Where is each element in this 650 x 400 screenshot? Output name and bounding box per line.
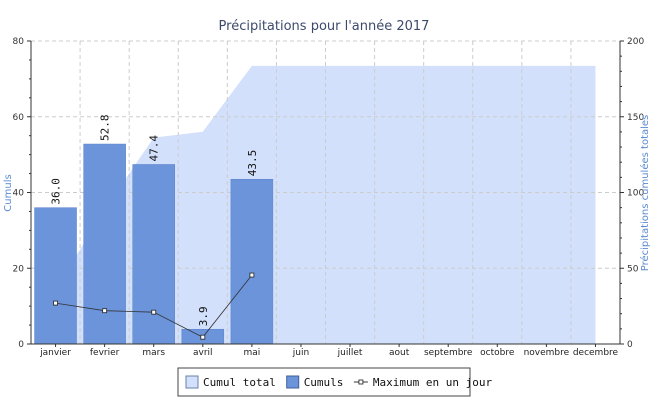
x-tick-label-juillet: juillet — [337, 348, 363, 358]
right-tick-label: 50 — [627, 264, 639, 274]
x-tick-label-novembre: novembre — [524, 348, 570, 358]
x-tick-label-juin: juin — [292, 348, 309, 358]
right-axis-label: Précipitations cumulées totales — [639, 115, 650, 272]
legend-marker-maximum — [358, 379, 364, 385]
legend-swatch-cumuls — [286, 375, 300, 389]
bar-mai — [230, 178, 274, 345]
left-tick-label: 0 — [18, 340, 24, 350]
x-tick-label-mai: mai — [243, 348, 260, 358]
line-point-marker — [53, 300, 58, 306]
legend: Cumul total Cumuls Maximum en un jour — [177, 367, 493, 397]
bar-fevrier — [83, 143, 126, 345]
bar-value-label: 47.4 — [148, 135, 161, 162]
left-tick-label: 20 — [13, 264, 25, 274]
x-tick-label-mars: mars — [142, 348, 165, 358]
x-tick-label-avril: avril — [193, 348, 213, 358]
legend-label-cumul-total: Cumul total — [203, 376, 276, 389]
bar-value-label: 3.9 — [197, 306, 210, 326]
legend-label-cumuls: Cumuls — [304, 376, 344, 389]
right-tick-label: 150 — [627, 113, 644, 123]
line-point-marker — [200, 334, 206, 340]
right-tick-label: 0 — [627, 340, 633, 350]
bar-value-label: 36.0 — [50, 178, 63, 205]
plot-area: 36.0 52.8 47.4 3.9 43.5 0 20 40 60 80 0 50 100 150 200… — [13, 37, 645, 358]
line-point-marker — [102, 308, 108, 314]
x-tick-label-aout: aout — [389, 348, 410, 358]
x-tick-label-janvier: janvier — [39, 348, 71, 358]
x-tick-label-fevrier: fevrier — [90, 348, 120, 358]
right-tick-label: 200 — [627, 37, 644, 47]
right-tick-label: 100 — [627, 189, 644, 199]
legend-label-maximum: Maximum en un jour — [373, 376, 493, 389]
x-tick-label-decembre: decembre — [573, 348, 619, 358]
line-point-marker — [249, 272, 255, 278]
legend-box — [177, 367, 471, 397]
line-point-marker — [151, 309, 157, 315]
left-tick-label: 60 — [13, 113, 25, 123]
chart-title: Précipitations pour l'année 2017 — [219, 19, 430, 34]
left-axis-label: Cumuls — [3, 174, 14, 211]
bar-value-label: 52.8 — [99, 115, 112, 142]
legend-swatch-cumul-total — [185, 375, 199, 389]
left-tick-label: 40 — [13, 189, 25, 199]
x-tick-label-septembre: septembre — [424, 348, 473, 358]
bar-janvier — [34, 207, 77, 345]
bar-value-label: 43.5 — [246, 150, 259, 177]
left-tick-label: 80 — [13, 37, 25, 47]
bar-mars — [132, 164, 175, 345]
x-tick-label-octobre: octobre — [480, 348, 515, 358]
